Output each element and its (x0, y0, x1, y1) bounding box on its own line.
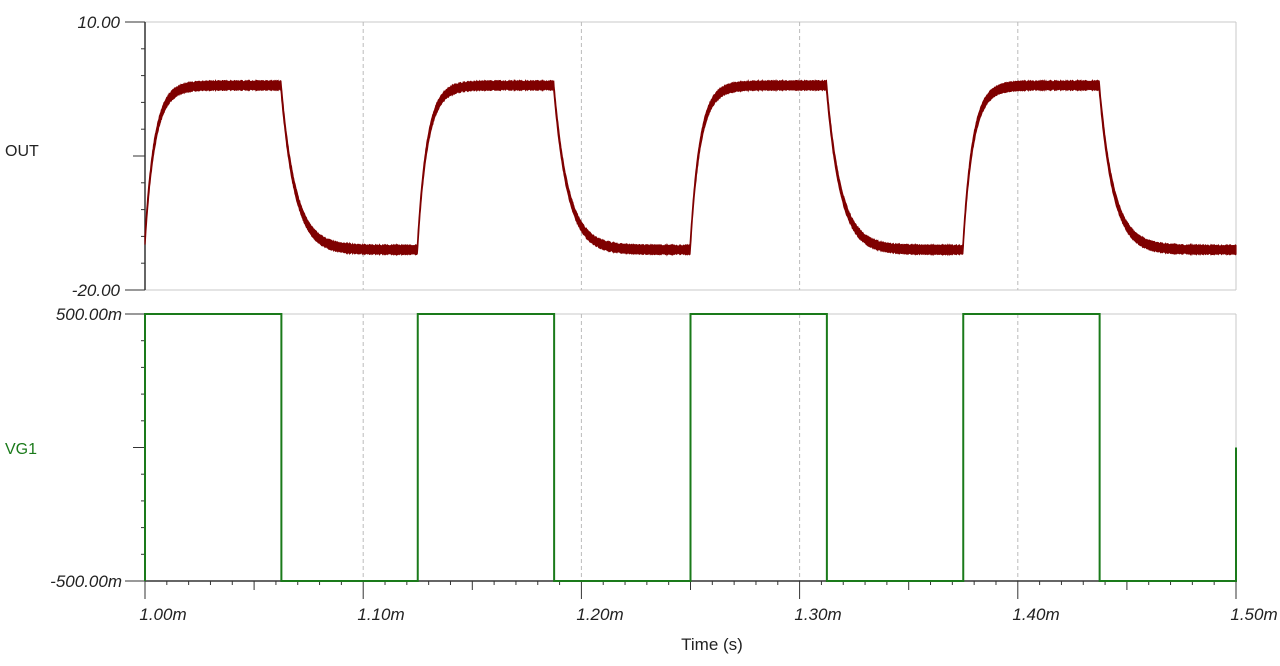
transient-chart: 10.00 -20.00 500.00m -500.00m OUT VG1 1.… (0, 0, 1280, 666)
x-axis-title: Time (s) (681, 635, 743, 654)
x-tick-label-1: 1.00m (139, 605, 186, 624)
trace-label-out: OUT (5, 143, 39, 160)
y-tick-label-out-max: 10.00 (77, 13, 120, 32)
labels: 10.00 -20.00 500.00m -500.00m OUT VG1 1.… (5, 13, 1278, 654)
out-trace (145, 81, 1236, 255)
vg1-trace (145, 314, 1236, 581)
x-tick-label-6: 1.50m (1230, 605, 1277, 624)
y-tick-label-vg1-max: 500.00m (56, 305, 122, 324)
traces (145, 81, 1236, 582)
y-tick-label-vg1-min: -500.00m (50, 572, 122, 591)
axes (125, 22, 1236, 599)
x-tick-label-5: 1.40m (1012, 605, 1059, 624)
y-tick-label-out-min: -20.00 (72, 281, 121, 300)
x-tick-label-4: 1.30m (794, 605, 841, 624)
x-tick-label-2: 1.10m (357, 605, 404, 624)
trace-label-vg1: VG1 (5, 441, 37, 458)
x-tick-label-3: 1.20m (576, 605, 623, 624)
